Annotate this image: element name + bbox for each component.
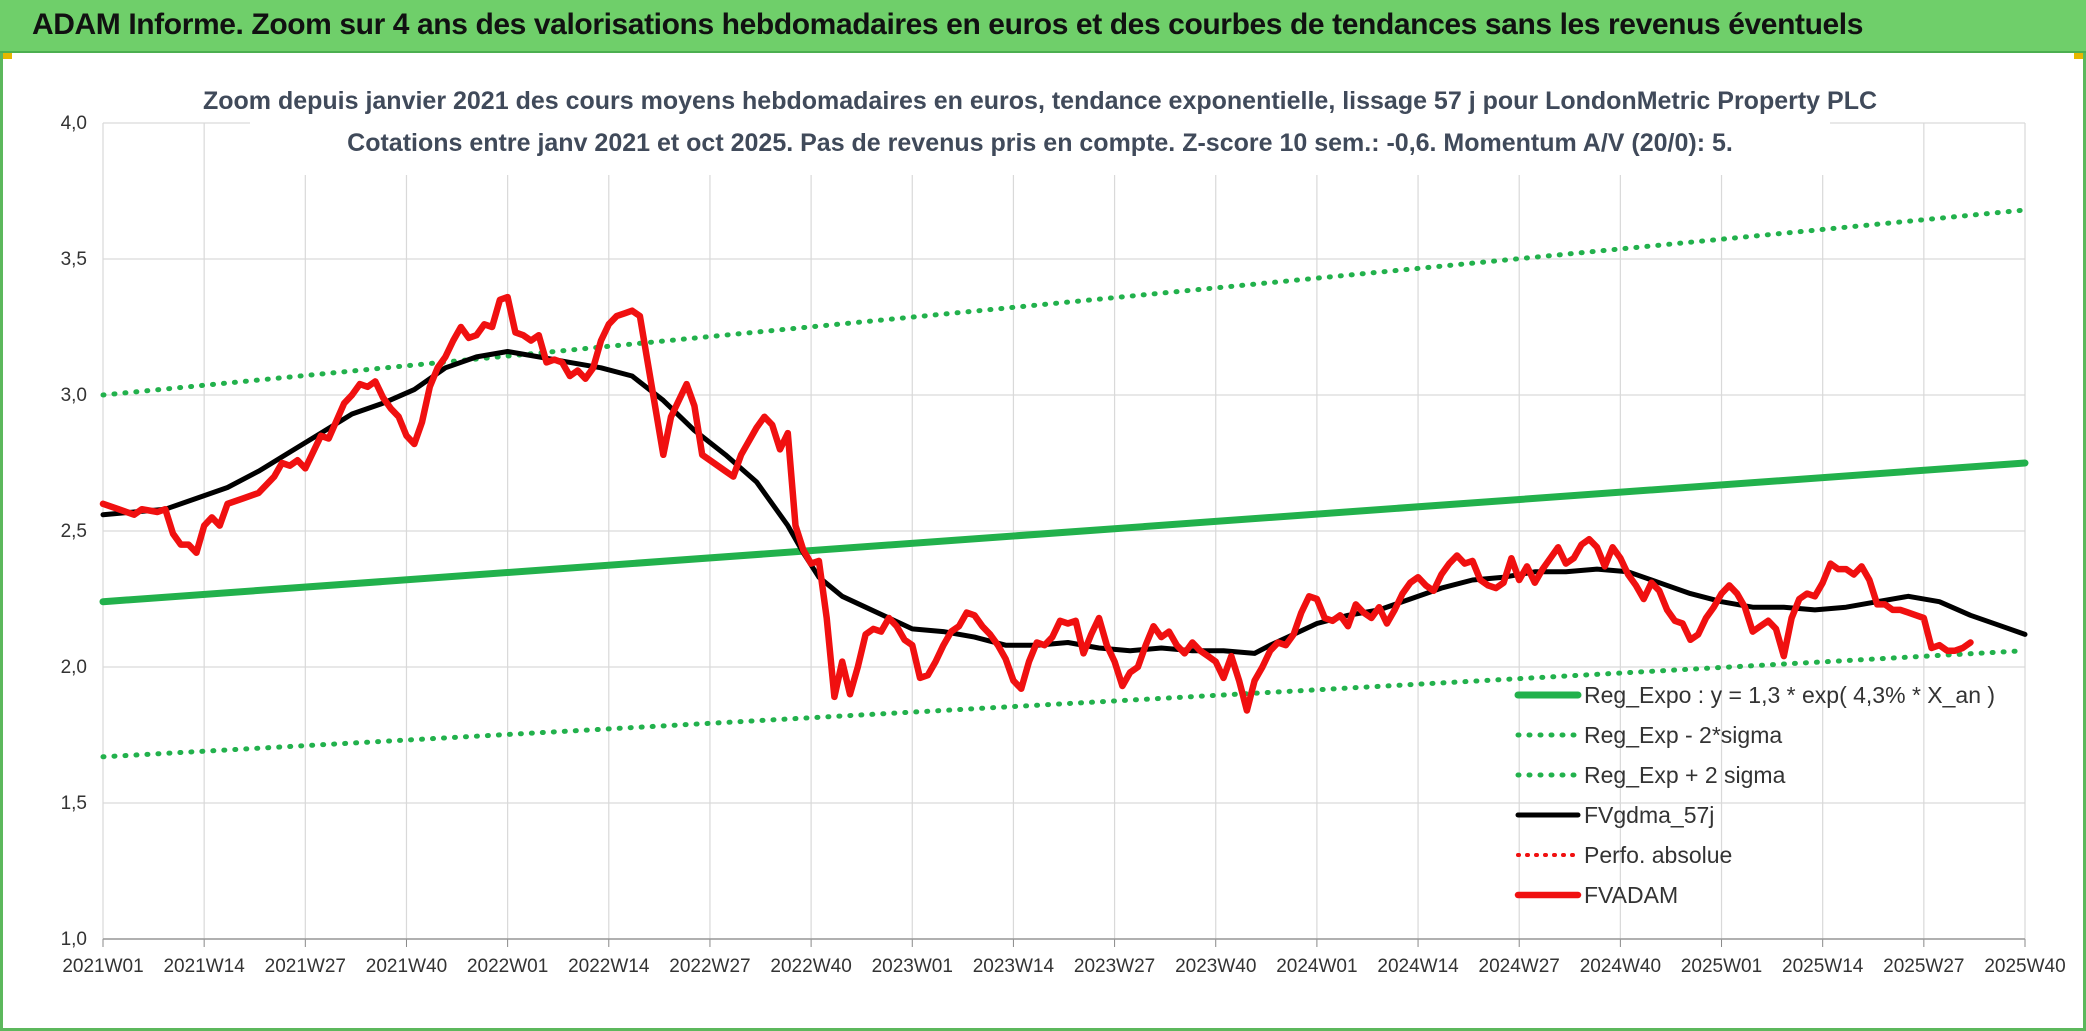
y-tick-label: 1,5: [61, 793, 87, 814]
x-tick-label: 2022W40: [770, 956, 851, 977]
legend-label: FVADAM: [1584, 882, 1678, 908]
legend-label: Reg_Expo : y = 1,3 * exp( 4,3% * X_an ): [1584, 682, 1995, 708]
x-tick-label: 2021W40: [366, 956, 447, 977]
y-tick-label: 1,0: [61, 929, 87, 950]
y-tick-label: 2,5: [61, 521, 87, 542]
x-tick-label: 2023W14: [973, 956, 1055, 977]
x-tick-label: 2021W01: [62, 956, 143, 977]
series-line-reg-exp-2-sigma: [100, 207, 2028, 398]
chart-title-line2: Cotations entre janv 2021 et oct 2025. P…: [347, 129, 1733, 157]
x-tick-label: 2024W14: [1377, 956, 1459, 977]
chart-title-line1: Zoom depuis janvier 2021 des cours moyen…: [203, 87, 1877, 115]
chart-area: 1,01,52,02,53,03,54,0 2021W01 2021W14 2021…: [61, 75, 2066, 977]
x-tick-label: 2022W14: [568, 956, 650, 977]
x-axis: 2021W01 2021W14 2021W27 2021W40 2022W01 2022W…: [62, 956, 2065, 977]
x-tick-label: 2024W01: [1276, 956, 1357, 977]
chart-title-background: [250, 75, 1830, 175]
x-tick-label: 2025W40: [1984, 956, 2065, 977]
frame-left-border: [0, 53, 3, 1031]
x-tick-label: 2025W27: [1883, 956, 1964, 977]
legend-label: Reg_Exp + 2 sigma: [1584, 762, 1786, 788]
x-tick-label: 2021W14: [163, 956, 245, 977]
x-tick-label: 2024W40: [1580, 956, 1661, 977]
x-tick-label: 2025W14: [1782, 956, 1864, 977]
series-layer: [99, 207, 2029, 760]
x-tick-label: 2023W40: [1175, 956, 1256, 977]
legend-label: Reg_Exp - 2*sigma: [1584, 722, 1782, 748]
y-tick-label: 2,0: [61, 657, 87, 678]
x-tick-label: 2024W27: [1479, 956, 1560, 977]
legend-label: FVgdma_57j: [1584, 802, 1714, 828]
series-line-fvgdma-57j: [100, 349, 2028, 656]
frame-right-border: [2083, 53, 2086, 1031]
banner-title: ADAM Informe. Zoom sur 4 ans des valoris…: [32, 8, 1864, 41]
x-tick-label: 2021W27: [265, 956, 346, 977]
series-line-reg-expo-y-1-3-exp-4-3-x-an: [99, 459, 2029, 606]
x-tick-label: 2022W27: [669, 956, 750, 977]
x-tick-label: 2023W01: [872, 956, 953, 977]
y-tick-label: 4,0: [61, 113, 87, 134]
corner-marker: [2074, 53, 2086, 59]
header-banner: ADAM Informe. Zoom sur 4 ans des valoris…: [0, 0, 2086, 53]
corner-marker: [0, 53, 12, 59]
series-line-reg-exp-2-sigma: [100, 648, 2028, 760]
x-tick-label: 2025W01: [1681, 956, 1762, 977]
y-axis: 1,0 1,5 2,0 2,5 3,0 3,5 4,0: [61, 113, 87, 950]
legend: Reg_Expo : y = 1,3 * exp( 4,3% * X_an ) R…: [1514, 682, 1995, 908]
y-tick-label: 3,5: [61, 249, 87, 270]
series-line-fvadam: [99, 293, 1974, 714]
legend-label: Perfo. absolue: [1584, 842, 1732, 868]
x-tick-label: 2022W01: [467, 956, 548, 977]
y-tick-label: 3,0: [61, 385, 87, 406]
x-tick-label: 2023W27: [1074, 956, 1155, 977]
frame-bottom-border: [0, 1028, 2086, 1031]
